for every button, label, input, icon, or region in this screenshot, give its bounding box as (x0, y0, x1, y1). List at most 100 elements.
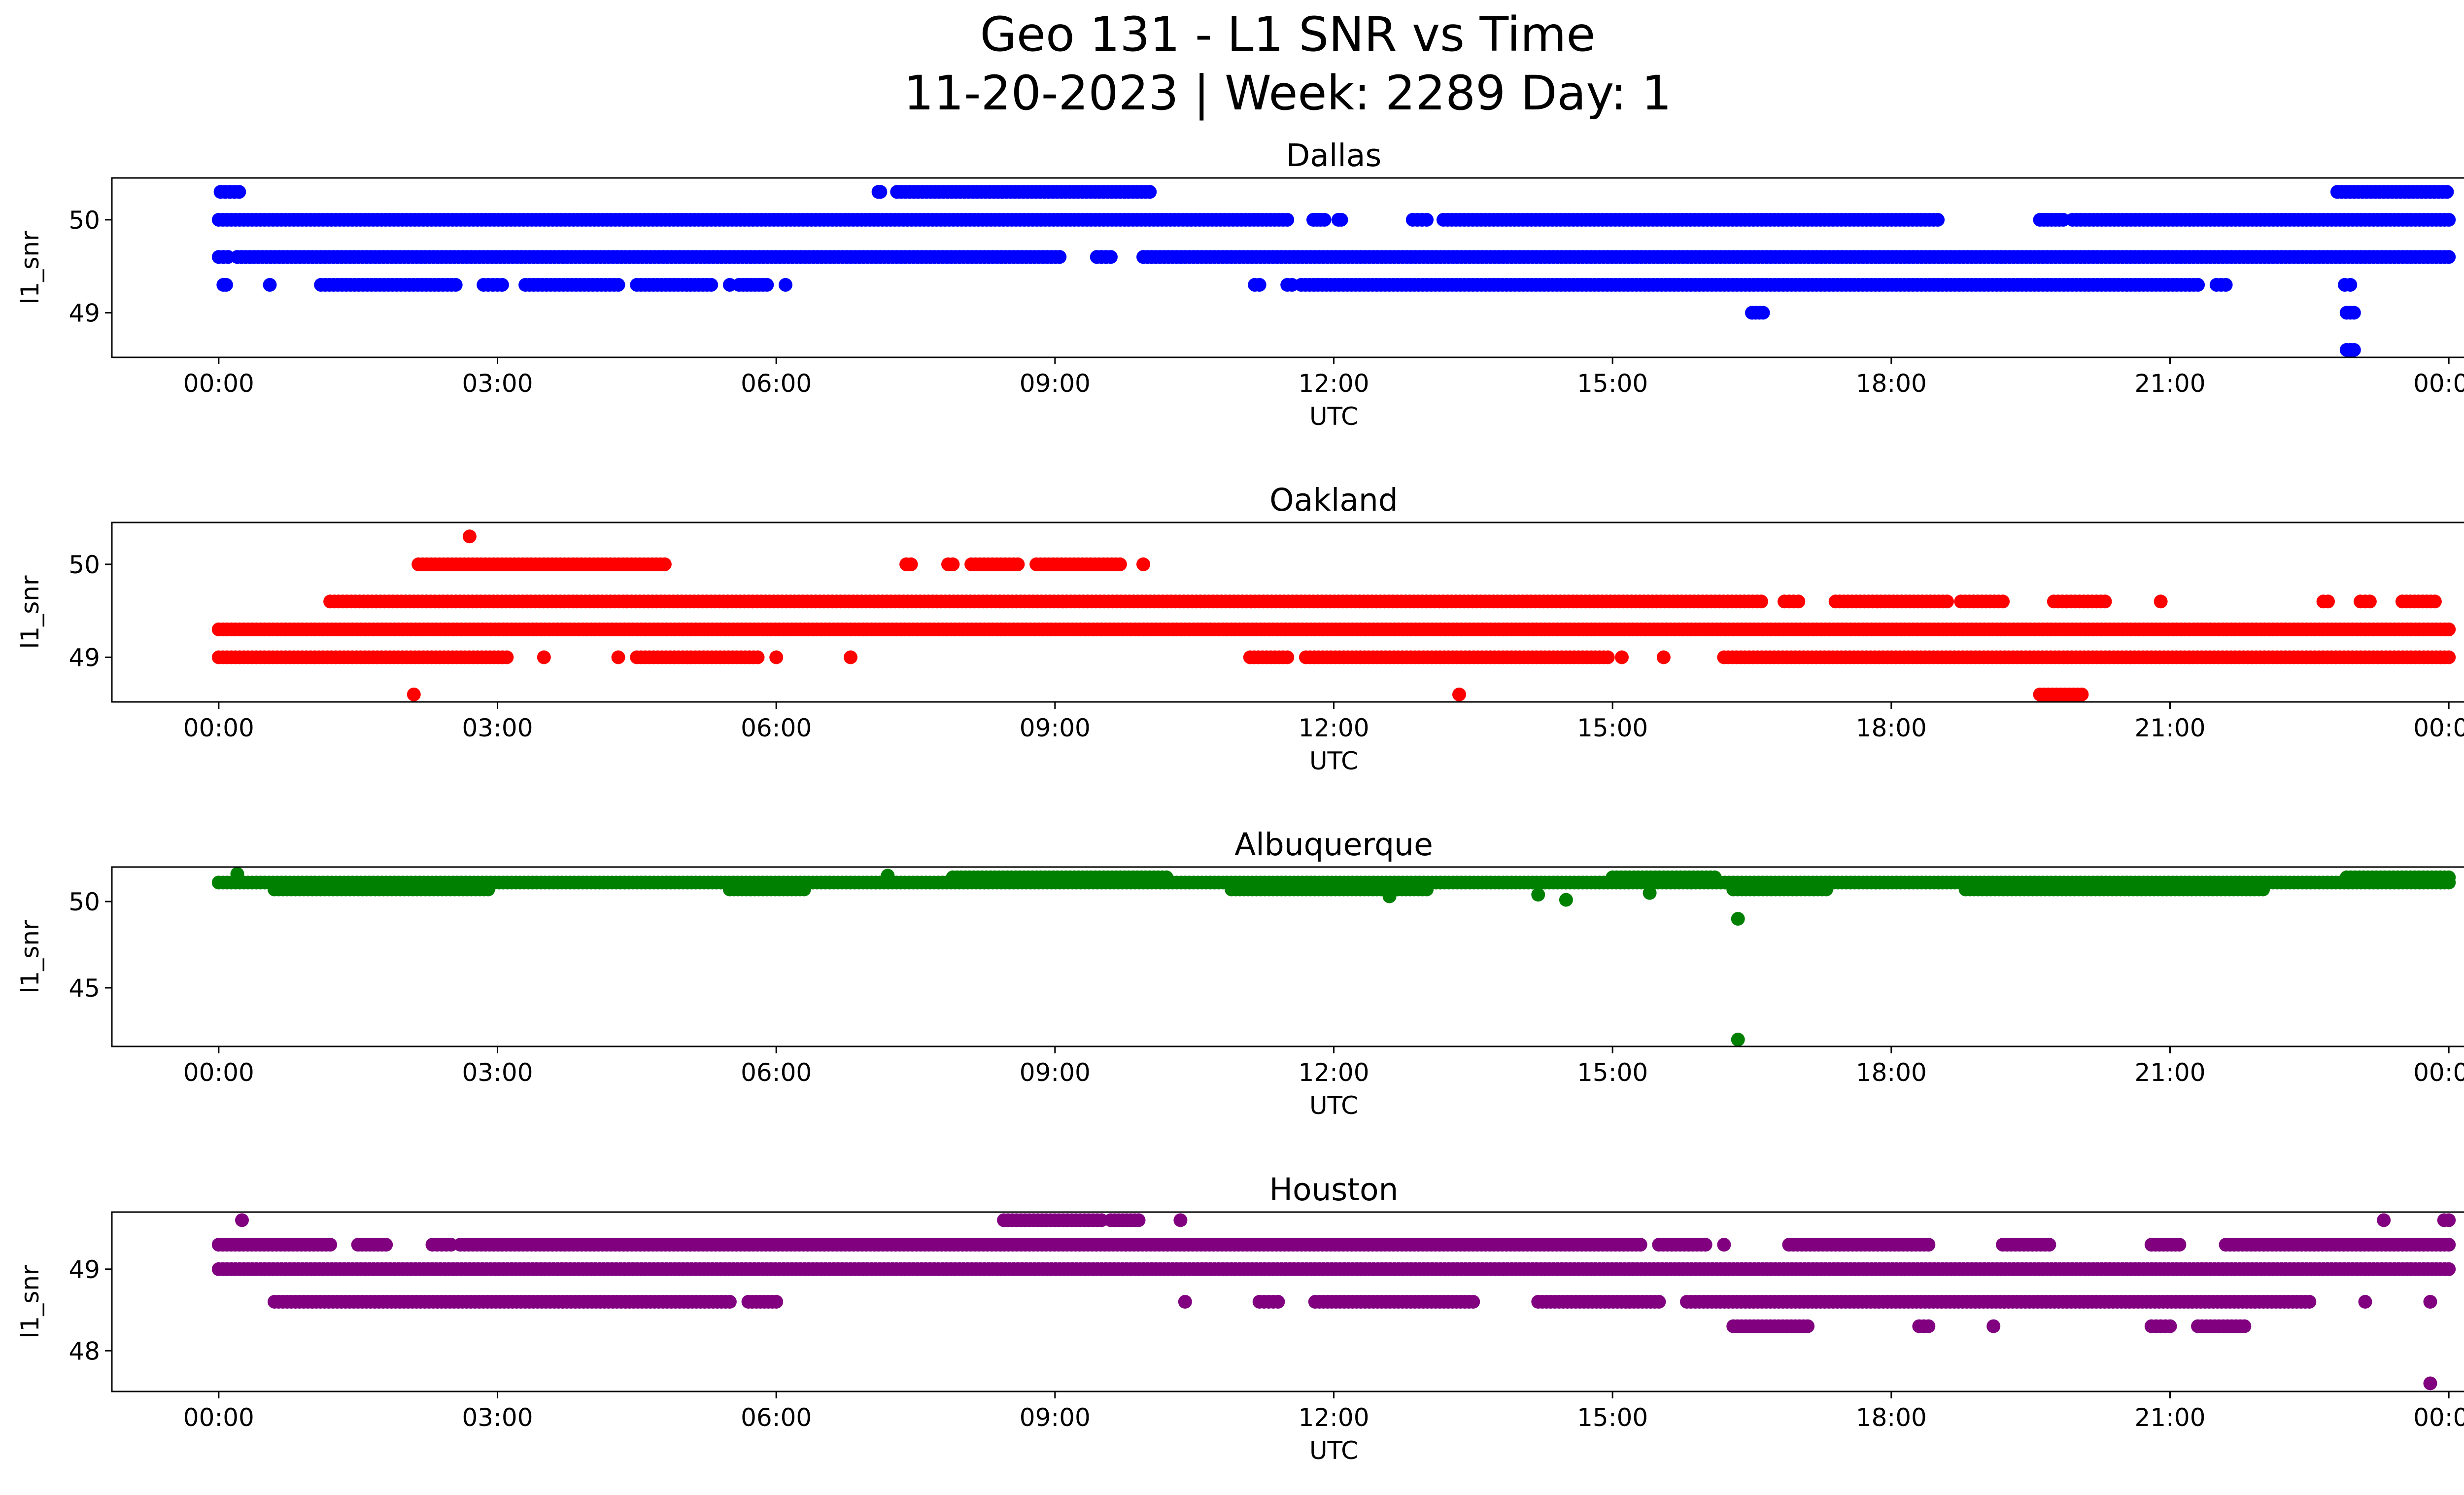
data-point (1615, 650, 1629, 664)
data-point (1708, 870, 1722, 884)
data-point (1280, 650, 1295, 664)
x-tick-label: 03:00 (462, 1058, 533, 1087)
data-point (611, 650, 625, 664)
data-point (2440, 185, 2454, 199)
data-point (462, 529, 477, 544)
data-point (1160, 870, 1174, 884)
data-point (2256, 882, 2270, 897)
data-point (1011, 557, 1025, 571)
data-point (537, 650, 551, 664)
x-tick-label: 18:00 (1856, 714, 1927, 742)
figure-title-line2: 11-20-2023 | Week: 2289 Day: 1 (904, 66, 1672, 121)
data-point (1731, 1033, 1745, 1046)
data-point (2442, 1262, 2456, 1276)
data-point (1053, 250, 1067, 264)
figure-title-line1: Geo 131 - L1 SNR vs Time (980, 7, 1596, 62)
data-point (2347, 306, 2361, 320)
data-point (769, 1295, 784, 1309)
data-point (1931, 212, 1945, 227)
data-point (1136, 557, 1150, 571)
x-tick-label: 00:00 (183, 714, 254, 742)
data-point (1633, 1238, 1647, 1252)
data-point (946, 557, 960, 571)
x-tick-label: 12:00 (1298, 369, 1369, 398)
y-axis-label: l1_snr (16, 231, 44, 304)
x-tick-label: 03:00 (462, 369, 533, 398)
x-tick-label: 09:00 (1020, 1058, 1091, 1087)
data-point (2442, 1213, 2456, 1227)
x-tick-label: 09:00 (1020, 369, 1091, 398)
data-point (2321, 594, 2335, 609)
x-tick-label: 00:00 (183, 1058, 254, 1087)
data-point (760, 278, 774, 292)
data-point (2075, 687, 2089, 701)
data-point (1643, 886, 1657, 900)
data-point (873, 185, 888, 199)
y-tick-label: 50 (68, 888, 100, 916)
data-point (2347, 343, 2361, 357)
x-tick-label: 18:00 (1856, 1058, 1927, 1087)
x-tick-label: 00:00 (2413, 369, 2464, 398)
data-point (797, 882, 811, 897)
data-point (657, 557, 672, 571)
data-point (2442, 212, 2456, 227)
data-point (1996, 594, 2010, 609)
data-point (323, 1238, 338, 1252)
y-tick-label: 45 (68, 974, 100, 1003)
subplot-title: Dallas (1286, 138, 1382, 174)
subplot-title: Houston (1269, 1172, 1399, 1208)
x-tick-label: 21:00 (2134, 714, 2205, 742)
data-point (1921, 1238, 1936, 1252)
y-axis-label: l1_snr (16, 575, 44, 649)
y-tick-label: 49 (68, 299, 100, 327)
data-point (1317, 212, 1332, 227)
x-tick-label: 06:00 (741, 369, 812, 398)
data-point (1731, 912, 1745, 926)
data-point (219, 278, 233, 292)
data-point (704, 278, 719, 292)
data-point (232, 185, 246, 199)
x-tick-label: 12:00 (1298, 1058, 1369, 1087)
data-point (1756, 306, 1770, 320)
data-point (751, 650, 765, 664)
data-point (1104, 250, 1118, 264)
data-point (2042, 1238, 2056, 1252)
data-point (1334, 212, 1348, 227)
data-point (2442, 250, 2456, 264)
x-tick-label: 12:00 (1298, 714, 1369, 742)
data-point (1420, 212, 1434, 227)
data-point (379, 1238, 393, 1252)
data-point (1271, 1295, 1285, 1309)
data-point (1652, 1295, 1666, 1309)
data-point (2428, 594, 2442, 609)
data-point (230, 867, 244, 881)
data-point (2191, 278, 2205, 292)
x-tick-label: 15:00 (1577, 714, 1648, 742)
data-point (1819, 882, 1833, 897)
y-tick-label: 49 (68, 643, 100, 672)
y-tick-label: 50 (68, 551, 100, 579)
data-point (2343, 278, 2358, 292)
x-tick-label: 00:00 (2413, 1058, 2464, 1087)
data-point (1940, 594, 1954, 609)
x-tick-label: 06:00 (741, 1058, 812, 1087)
x-tick-label: 21:00 (2134, 1058, 2205, 1087)
data-point (448, 278, 463, 292)
data-series (211, 185, 2456, 357)
x-tick-label: 00:00 (183, 369, 254, 398)
x-axis-label: UTC (1309, 402, 1358, 431)
data-point (2172, 1238, 2187, 1252)
data-point (1466, 1295, 1480, 1309)
subplot-title: Albuquerque (1234, 827, 1433, 863)
data-series (211, 529, 2456, 701)
x-axis-label: UTC (1309, 747, 1358, 775)
data-point (904, 557, 918, 571)
x-tick-label: 18:00 (1856, 369, 1927, 398)
y-axis-label: l1_snr (16, 920, 44, 993)
data-point (2442, 1238, 2456, 1252)
subplot-title: Oakland (1269, 482, 1398, 518)
x-tick-label: 15:00 (1577, 1058, 1648, 1087)
data-point (2098, 594, 2112, 609)
data-point (1698, 1238, 1712, 1252)
data-point (881, 869, 895, 883)
